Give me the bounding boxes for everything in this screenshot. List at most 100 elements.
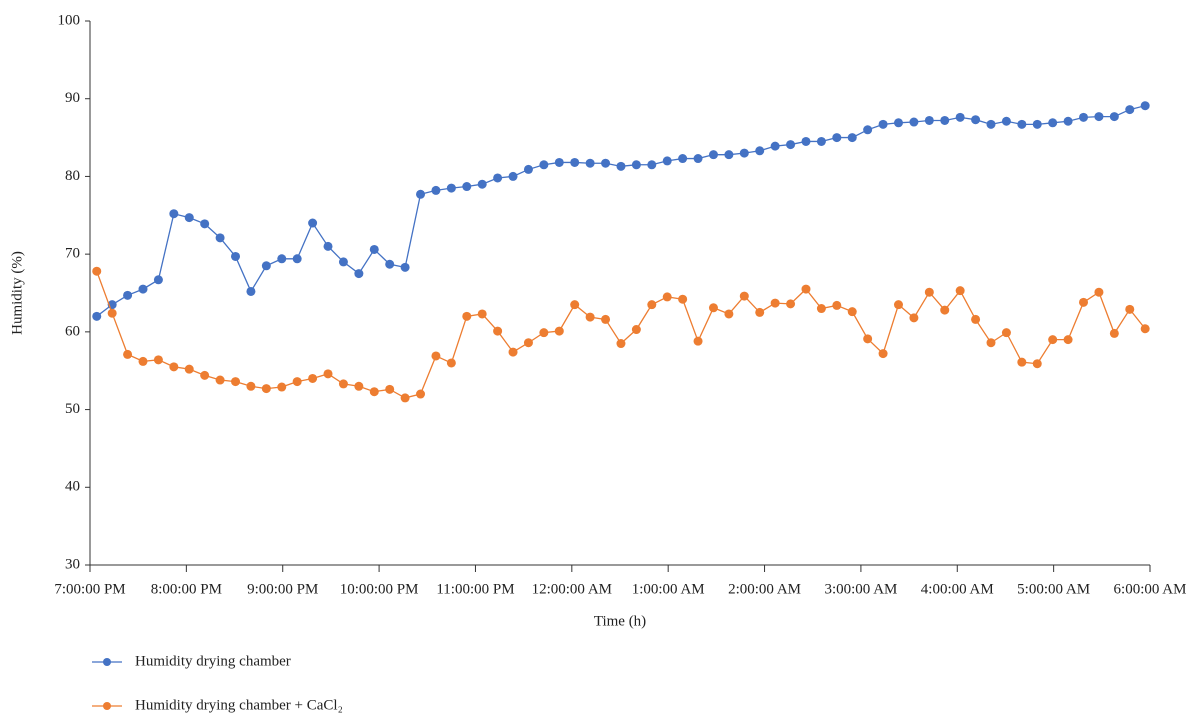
data-point — [678, 154, 688, 164]
data-point — [508, 171, 518, 181]
data-point — [385, 259, 395, 269]
data-point — [338, 257, 348, 267]
data-point — [277, 382, 287, 392]
data-point — [693, 336, 703, 346]
data-point — [955, 286, 965, 296]
data-point — [416, 189, 426, 199]
data-point — [878, 349, 888, 359]
data-point — [847, 307, 857, 317]
data-point — [863, 334, 873, 344]
data-point — [847, 133, 857, 143]
data-point — [354, 381, 364, 391]
data-point — [523, 164, 533, 174]
data-point — [231, 251, 241, 261]
data-point — [277, 254, 287, 264]
data-point — [724, 150, 734, 160]
data-point — [369, 387, 379, 397]
data-point — [446, 183, 456, 193]
data-point — [292, 377, 302, 387]
data-point — [138, 356, 148, 366]
y-tick-label: 60 — [65, 323, 80, 339]
data-point — [523, 338, 533, 348]
data-point — [1001, 328, 1011, 338]
data-point — [955, 112, 965, 122]
x-tick-label: 11:00:00 PM — [436, 581, 514, 597]
data-point — [878, 119, 888, 129]
data-point — [662, 156, 672, 166]
data-point — [708, 303, 718, 313]
data-point — [246, 381, 256, 391]
x-tick-label: 1:00:00 AM — [632, 581, 705, 597]
data-point — [292, 254, 302, 264]
data-point — [940, 305, 950, 315]
data-point — [924, 287, 934, 297]
data-point — [554, 157, 564, 167]
data-point — [138, 284, 148, 294]
data-point — [416, 389, 426, 399]
data-point — [1063, 116, 1073, 126]
x-tick-label: 3:00:00 AM — [824, 581, 897, 597]
data-point — [1094, 112, 1104, 122]
data-point — [1125, 304, 1135, 314]
x-tick-label: 9:00:00 PM — [247, 581, 318, 597]
data-point — [92, 266, 102, 276]
data-point — [246, 286, 256, 296]
data-point — [1017, 357, 1027, 367]
data-point — [1063, 335, 1073, 345]
y-tick-label: 90 — [65, 90, 80, 106]
data-point — [369, 244, 379, 254]
data-point — [739, 291, 749, 301]
x-tick-label: 4:00:00 AM — [921, 581, 994, 597]
data-point — [909, 313, 919, 323]
data-point — [816, 136, 826, 146]
data-point — [554, 326, 564, 336]
data-point — [893, 118, 903, 128]
data-point — [863, 125, 873, 135]
data-point — [662, 292, 672, 302]
legend-marker — [103, 702, 111, 710]
series-line — [96, 105, 1146, 317]
x-tick-label: 7:00:00 PM — [54, 581, 125, 597]
data-point — [724, 309, 734, 319]
data-point — [832, 300, 842, 310]
data-point — [585, 158, 595, 168]
data-point — [1079, 297, 1089, 307]
legend-label: Humidity drying chamber + CaCl₂ — [135, 697, 343, 713]
data-point — [570, 157, 580, 167]
data-point — [601, 314, 611, 324]
data-point — [493, 173, 503, 183]
data-point — [801, 284, 811, 294]
data-point — [323, 241, 333, 251]
data-point — [308, 373, 318, 383]
x-tick-label: 12:00:00 AM — [532, 581, 612, 597]
data-point — [323, 369, 333, 379]
data-point — [770, 298, 780, 308]
data-point — [231, 377, 241, 387]
data-point — [1001, 116, 1011, 126]
data-point — [153, 355, 163, 365]
data-point — [647, 300, 657, 310]
data-point — [631, 325, 641, 335]
data-point — [585, 312, 595, 322]
data-point — [477, 309, 487, 319]
y-tick-label: 50 — [65, 401, 80, 417]
x-tick-label: 10:00:00 PM — [340, 581, 419, 597]
y-tick-label: 80 — [65, 168, 80, 184]
data-point — [215, 375, 225, 385]
data-point — [693, 154, 703, 164]
data-point — [647, 160, 657, 170]
data-point — [477, 179, 487, 189]
data-point — [786, 140, 796, 150]
data-point — [971, 115, 981, 125]
data-point — [400, 262, 410, 272]
data-point — [169, 209, 179, 219]
data-point — [1017, 119, 1027, 129]
data-point — [678, 294, 688, 304]
data-point — [308, 218, 318, 228]
data-point — [801, 136, 811, 146]
data-point — [539, 328, 549, 338]
data-point — [123, 290, 133, 300]
data-point — [92, 311, 102, 321]
data-point — [631, 160, 641, 170]
